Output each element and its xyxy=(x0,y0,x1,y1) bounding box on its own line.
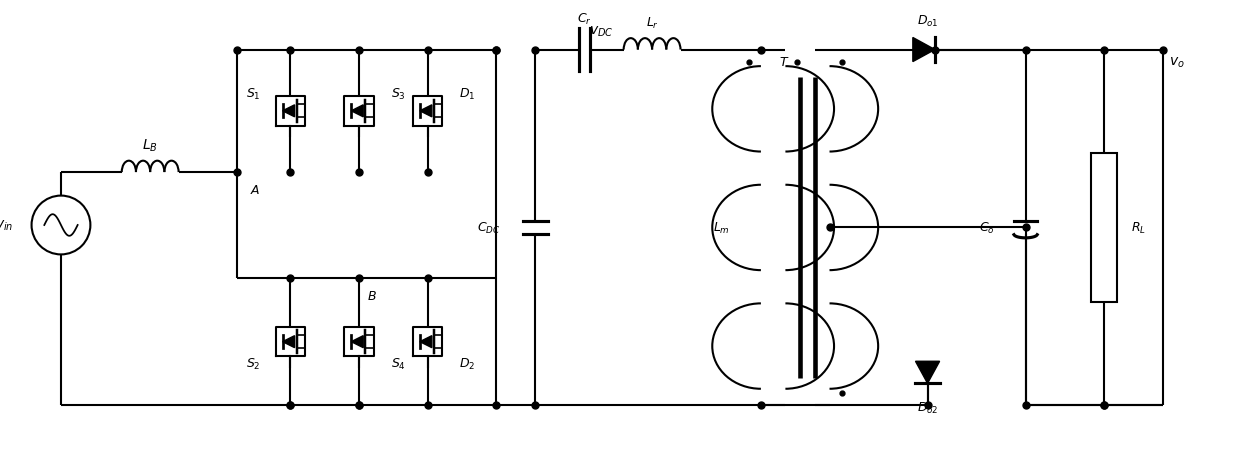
Text: $L_r$: $L_r$ xyxy=(646,15,659,31)
Text: $C_o$: $C_o$ xyxy=(979,221,994,235)
Polygon shape xyxy=(420,336,432,348)
Text: $R_L$: $R_L$ xyxy=(1131,221,1146,235)
Text: $S_3$: $S_3$ xyxy=(390,87,405,101)
Text: $v_{DC}$: $v_{DC}$ xyxy=(590,24,613,39)
Bar xyxy=(1092,153,1116,303)
Text: $v_{in}$: $v_{in}$ xyxy=(0,218,14,233)
Text: $T$: $T$ xyxy=(778,56,789,69)
Text: $C_{DC}$: $C_{DC}$ xyxy=(477,221,501,235)
Polygon shape xyxy=(420,106,432,118)
Text: $S_2$: $S_2$ xyxy=(245,356,260,371)
Text: $D_2$: $D_2$ xyxy=(458,356,475,371)
Text: $v_o$: $v_o$ xyxy=(1168,55,1184,69)
Polygon shape xyxy=(282,106,295,118)
Polygon shape xyxy=(282,336,295,348)
Polygon shape xyxy=(351,336,363,348)
Text: $D_1$: $D_1$ xyxy=(458,87,475,101)
Text: $A$: $A$ xyxy=(250,184,260,197)
Text: $L_m$: $L_m$ xyxy=(712,221,730,235)
Polygon shape xyxy=(913,38,935,62)
Text: $D_{o1}$: $D_{o1}$ xyxy=(917,14,938,28)
Text: $C_r$: $C_r$ xyxy=(577,12,592,27)
Polygon shape xyxy=(351,106,363,118)
Text: $S_1$: $S_1$ xyxy=(245,87,260,101)
Polygon shape xyxy=(916,361,939,383)
Text: $D_{o2}$: $D_{o2}$ xyxy=(917,400,938,415)
Text: $L_B$: $L_B$ xyxy=(142,137,159,153)
Text: $S_4$: $S_4$ xyxy=(390,356,405,371)
Text: $B$: $B$ xyxy=(367,290,377,303)
